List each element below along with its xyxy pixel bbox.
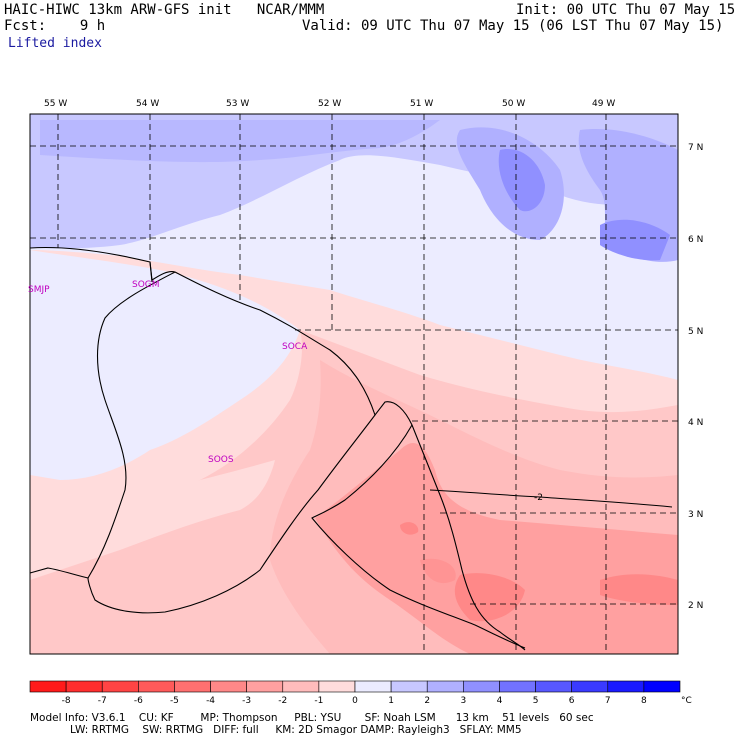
field-title: Lifted index [8, 36, 102, 51]
colorbar-tick-label: -4 [206, 696, 215, 706]
colorbar-swatch [607, 680, 645, 693]
longitude-labels: 55 W 54 W 53 W 52 W 51 W 50 W 49 W [44, 99, 615, 109]
lat-label: 2 N [688, 601, 703, 611]
lon-label: 54 W [136, 99, 159, 109]
lon-label: 55 W [44, 99, 67, 109]
colorbar-swatch [174, 680, 211, 693]
colorbar: -8 -7 -6 -5 -4 -3 -2 -1 0 1 2 3 4 5 6 7 8 °C [29, 680, 692, 706]
station-smjp: SMJP [28, 285, 50, 295]
colorbar-swatch [318, 680, 356, 693]
lon-label: 50 W [502, 99, 525, 109]
colorbar-swatch [282, 680, 320, 693]
colorbar-tick-label: 8 [641, 696, 647, 706]
station-soca: SOCA [282, 342, 308, 352]
header-title: HAIC-HIWC 13km ARW-GFS init NCAR/MMM [4, 2, 325, 18]
lat-label: 7 N [688, 143, 703, 153]
lat-label: 4 N [688, 418, 703, 428]
colorbar-unit: °C [681, 696, 692, 706]
colorbar-swatch [643, 680, 681, 693]
colorbar-tick-label: -8 [62, 696, 71, 706]
lon-label: 49 W [592, 99, 615, 109]
colorbar-tick-label: 1 [388, 696, 394, 706]
header-valid: Valid: 09 UTC Thu 07 May 15 (06 LST Thu … [302, 18, 724, 34]
lon-label: 52 W [318, 99, 341, 109]
latitude-labels: 7 N 6 N 5 N 4 N 3 N 2 N [688, 143, 703, 611]
footer-model-info: Model Info: V3.6.1 CU: KF MP: Thompson P… [30, 712, 594, 724]
station-sogm: SOGM [132, 280, 160, 290]
plot-frame [29, 113, 679, 655]
colorbar-swatch [499, 680, 536, 693]
colorbar-tick-label: 5 [533, 696, 539, 706]
colorbar-tick-label: -3 [242, 696, 251, 706]
footer-physics: LW: RRTMG SW: RRTMG DIFF: full KM: 2D Sm… [30, 724, 522, 736]
contour-line-minus2 [429, 489, 673, 508]
colorbar-swatch [390, 680, 428, 693]
colorbar-tick-label: 4 [497, 696, 503, 706]
graticule [30, 114, 678, 654]
lat-label: 5 N [688, 327, 703, 337]
colorbar-tick-label: 3 [460, 696, 466, 706]
colorbar-swatch [463, 680, 500, 693]
lat-label: 3 N [688, 510, 703, 520]
colorbar-tick-label: 0 [352, 696, 358, 706]
coastline-borders [29, 246, 526, 651]
colorbar-swatch [246, 680, 284, 693]
station-soos: SOOS [208, 455, 234, 465]
colorbar-swatch [29, 680, 67, 693]
colorbar-swatch [101, 680, 139, 693]
colorbar-tick-label: -5 [170, 696, 179, 706]
colorbar-tick-label: 7 [605, 696, 611, 706]
colorbar-tick-label: 2 [424, 696, 430, 706]
colorbar-swatch [535, 680, 572, 693]
header-init: Init: 00 UTC Thu 07 May 15 [516, 2, 736, 18]
filled-contours [30, 114, 678, 654]
colorbar-swatch [138, 680, 175, 693]
colorbar-tick-label: -1 [314, 696, 323, 706]
lat-label: 6 N [688, 235, 703, 245]
colorbar-tick-label: -2 [278, 696, 287, 706]
colorbar-tick-label: -7 [98, 696, 107, 706]
station-labels: SMJP SOGM SOCA SOOS [28, 280, 308, 465]
colorbar-swatch [65, 680, 103, 693]
lon-label: 53 W [226, 99, 249, 109]
contour-label: -2 [534, 493, 543, 503]
header-forecast: Fcst: 9 h [4, 18, 106, 34]
colorbar-swatch [210, 680, 247, 693]
colorbar-swatch [354, 680, 392, 693]
colorbar-swatch [426, 680, 464, 693]
colorbar-tick-label: -6 [134, 696, 143, 706]
colorbar-tick-label: 6 [569, 696, 575, 706]
lon-label: 51 W [410, 99, 433, 109]
colorbar-swatch [571, 680, 609, 693]
